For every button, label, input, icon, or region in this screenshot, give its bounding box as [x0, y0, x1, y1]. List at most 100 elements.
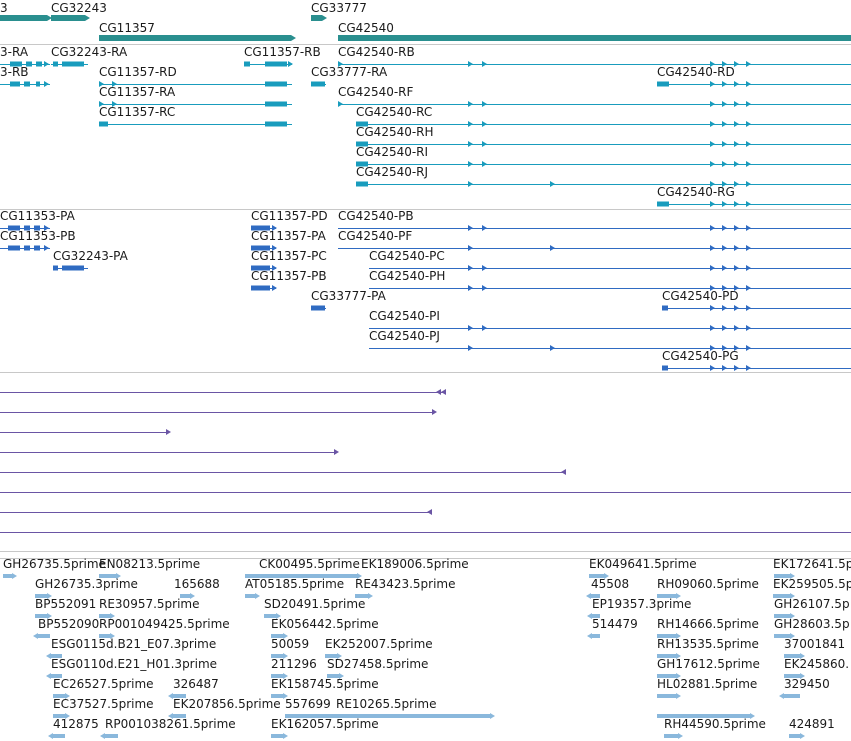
cds-label[interactable]: CG42540-PJ: [369, 329, 440, 343]
est-label[interactable]: ESG0115d.B21_E07.3prime: [51, 637, 217, 651]
cds-label[interactable]: CG42540-PH: [369, 269, 446, 283]
est-strand-arrow: [65, 693, 70, 699]
cds-label[interactable]: CG42540-PF: [338, 229, 413, 243]
est-label[interactable]: 557699: [285, 697, 331, 711]
est-label[interactable]: EK049641.5prime: [589, 557, 697, 571]
est-label[interactable]: EC37527.5prime: [53, 697, 154, 711]
cds-label[interactable]: CG42540-PB: [338, 209, 414, 223]
est-label[interactable]: SD20491.5prime: [264, 597, 366, 611]
transcript-label[interactable]: CG11357-RC: [99, 105, 176, 119]
est-bar: [773, 594, 790, 598]
transcript-strand-arrow: [734, 141, 739, 147]
est-label[interactable]: BP552091: [35, 597, 97, 611]
est-label[interactable]: EN08213.5prime: [99, 557, 201, 571]
est-label[interactable]: RH09060.5prime: [657, 577, 759, 591]
cds-label[interactable]: CG42540-PG: [662, 349, 739, 363]
cds-strand-arrow: [746, 345, 751, 351]
transcript-label[interactable]: CG42540-RG: [657, 185, 735, 199]
est-label[interactable]: RH13535.5prime: [657, 637, 759, 651]
est-label[interactable]: 211296: [271, 657, 317, 671]
cds-label[interactable]: CG42540-PD: [662, 289, 739, 303]
est-label[interactable]: RP001049425.5prime: [99, 617, 230, 631]
est-label[interactable]: EK252007.5prime: [325, 637, 433, 651]
est-label[interactable]: 412875: [53, 717, 99, 731]
est-label[interactable]: EK158745.5prime: [271, 677, 379, 691]
est-label[interactable]: RH44590.5prime: [664, 717, 766, 731]
cds-label[interactable]: CG32243-PA: [53, 249, 128, 263]
gene-label[interactable]: 3: [0, 1, 8, 15]
transcript-label[interactable]: 3-RA: [0, 45, 29, 59]
est-label[interactable]: EK207856.5prime: [173, 697, 281, 711]
gene-label[interactable]: CG33777: [311, 1, 367, 15]
transcript-label[interactable]: CG42540-RD: [657, 65, 735, 79]
est-bar: [774, 574, 790, 578]
est-label[interactable]: EK056442.5prime: [271, 617, 379, 631]
est-label[interactable]: EK172641.5p: [773, 557, 851, 571]
est-label[interactable]: RE43423.5prime: [355, 577, 456, 591]
est-label[interactable]: AT05185.5prime: [245, 577, 345, 591]
transcript-label[interactable]: CG42540-RB: [338, 45, 415, 59]
transcript-strand-arrow: [482, 61, 487, 67]
cds-label[interactable]: CG33777-PA: [311, 289, 386, 303]
transcript-label[interactable]: CG11357-RD: [99, 65, 177, 79]
transcript-label[interactable]: CG42540-RI: [356, 145, 429, 159]
cds-label[interactable]: CG11357-PC: [251, 249, 327, 263]
est-label[interactable]: RP001038261.5prime: [105, 717, 236, 731]
est-label[interactable]: SD27458.5prime: [327, 657, 429, 671]
est-label[interactable]: GH26735.5prime: [3, 557, 106, 571]
cds-label[interactable]: CG11357-PD: [251, 209, 328, 223]
est-label[interactable]: BP552090: [38, 617, 100, 631]
est-label[interactable]: GH17612.5prime: [657, 657, 760, 671]
est-label[interactable]: 329450: [784, 677, 830, 691]
est-label[interactable]: HL02881.5prime: [657, 677, 758, 691]
transcript-label[interactable]: CG11357-RA: [99, 85, 176, 99]
est-label[interactable]: ESG0110d.E21_H01.3prime: [51, 657, 218, 671]
gene-label[interactable]: CG42540: [338, 21, 394, 35]
transcript-label[interactable]: CG42540-RF: [338, 85, 414, 99]
cds-label[interactable]: CG11357-PA: [251, 229, 326, 243]
est-label[interactable]: EK162057.5prime: [271, 717, 379, 731]
gene-label[interactable]: CG32243: [51, 1, 107, 15]
transcript-label[interactable]: CG42540-RC: [356, 105, 433, 119]
cds-label[interactable]: CG11357-PB: [251, 269, 327, 283]
est-label[interactable]: 165688: [174, 577, 220, 591]
est-label[interactable]: EK259505.5p: [773, 577, 851, 591]
cds-label[interactable]: CG11353-PB: [0, 229, 76, 243]
transcript-label[interactable]: CG42540-RH: [356, 125, 434, 139]
est-label[interactable]: GH26735.3prime: [35, 577, 138, 591]
est-label[interactable]: EK189006.5prime: [361, 557, 469, 571]
est-label[interactable]: RH14666.5prime: [657, 617, 759, 631]
est-label[interactable]: EK245860.: [784, 657, 850, 671]
est-label[interactable]: 45508: [591, 577, 630, 591]
transcript-strand-arrow: [468, 101, 473, 107]
est-label[interactable]: 37001841: [784, 637, 846, 651]
alignment-arrow: [441, 389, 446, 395]
est-label[interactable]: CK00495.5prime: [259, 557, 360, 571]
cds-label[interactable]: CG42540-PI: [369, 309, 440, 323]
est-label[interactable]: GH28603.5p: [774, 617, 850, 631]
est-label[interactable]: GH26107.5p: [774, 597, 850, 611]
est-label[interactable]: EP19357.3prime: [592, 597, 692, 611]
transcript-label[interactable]: CG11357-RB: [244, 45, 321, 59]
est-label[interactable]: 50059: [271, 637, 310, 651]
cds-strand-arrow: [550, 345, 555, 351]
est-label[interactable]: EC26527.5prime: [53, 677, 154, 691]
cds-strand-arrow: [468, 225, 473, 231]
cds-label[interactable]: CG42540-PC: [369, 249, 445, 263]
transcript-label[interactable]: CG42540-RJ: [356, 165, 429, 179]
transcript-label[interactable]: CG33777-RA: [311, 65, 388, 79]
cds-label[interactable]: CG11353-PA: [0, 209, 75, 223]
cds-exon: [24, 245, 30, 251]
gene-label[interactable]: CG11357: [99, 21, 155, 35]
est-label[interactable]: 326487: [173, 677, 219, 691]
est-label[interactable]: 514479: [592, 617, 638, 631]
est-bar: [35, 594, 47, 598]
est-label[interactable]: RE10265.5prime: [336, 697, 437, 711]
transcript-label[interactable]: CG32243-RA: [51, 45, 128, 59]
alignment-arrow: [334, 449, 339, 455]
transcript-strand-arrow: [482, 121, 487, 127]
est-label[interactable]: RE30957.5prime: [99, 597, 200, 611]
est-label[interactable]: 424891: [789, 717, 835, 731]
transcript-label[interactable]: 3-RB: [0, 65, 29, 79]
